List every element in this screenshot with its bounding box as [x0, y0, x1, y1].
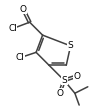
- Text: Cl: Cl: [16, 53, 24, 62]
- Text: O: O: [20, 5, 27, 14]
- Text: O: O: [56, 89, 63, 98]
- Text: Cl: Cl: [8, 24, 17, 33]
- Text: S: S: [61, 76, 67, 85]
- Text: S: S: [68, 41, 73, 50]
- Text: O: O: [73, 72, 80, 81]
